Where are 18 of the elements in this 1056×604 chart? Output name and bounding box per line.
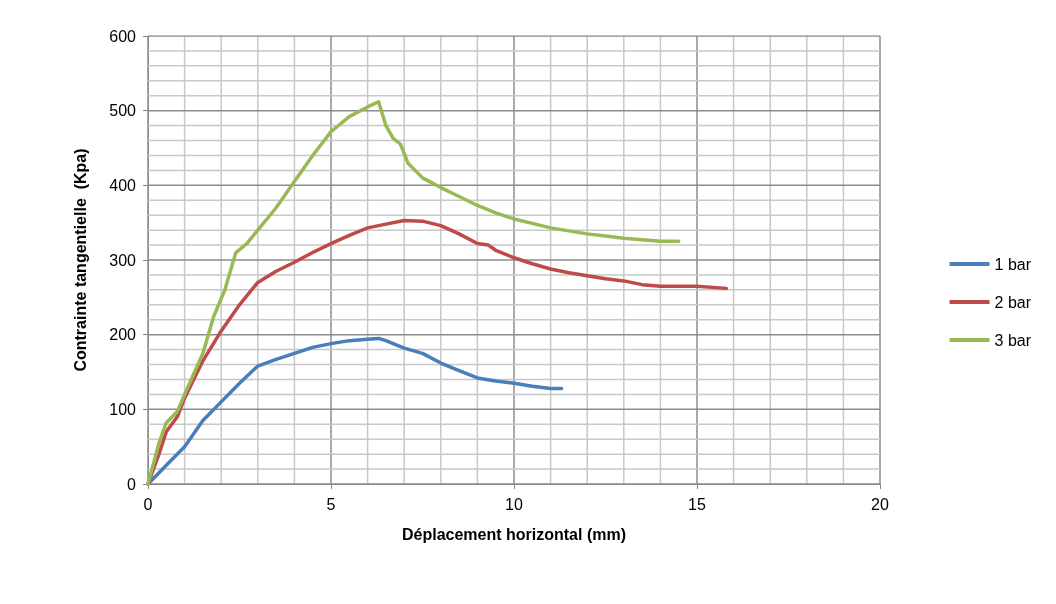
y-tick-label: 0 bbox=[127, 475, 137, 493]
x-axis-title: Déplacement horizontal (mm) bbox=[401, 525, 627, 543]
y-tick-label: 400 bbox=[109, 176, 137, 194]
line-series bbox=[146, 99, 681, 486]
x-tick-label: 20 bbox=[871, 495, 889, 513]
y-axis-title: Contrainte tangentielle (Kpa) bbox=[71, 148, 89, 372]
legend-label: 2 bar bbox=[994, 293, 1032, 311]
x-tick-label: 5 bbox=[326, 495, 336, 513]
legend-label: 3 bar bbox=[994, 331, 1032, 349]
legend-label: 1 bar bbox=[994, 255, 1032, 273]
y-tick-label: 100 bbox=[109, 400, 137, 418]
y-tick-label: 300 bbox=[109, 251, 137, 269]
y-tick-label: 200 bbox=[109, 326, 137, 344]
x-tick-label: 10 bbox=[505, 495, 523, 513]
x-tick-label: 0 bbox=[143, 495, 153, 513]
x-tick-label: 15 bbox=[688, 495, 706, 513]
y-tick-label: 500 bbox=[109, 102, 137, 120]
y-tick-label: 600 bbox=[109, 27, 137, 45]
